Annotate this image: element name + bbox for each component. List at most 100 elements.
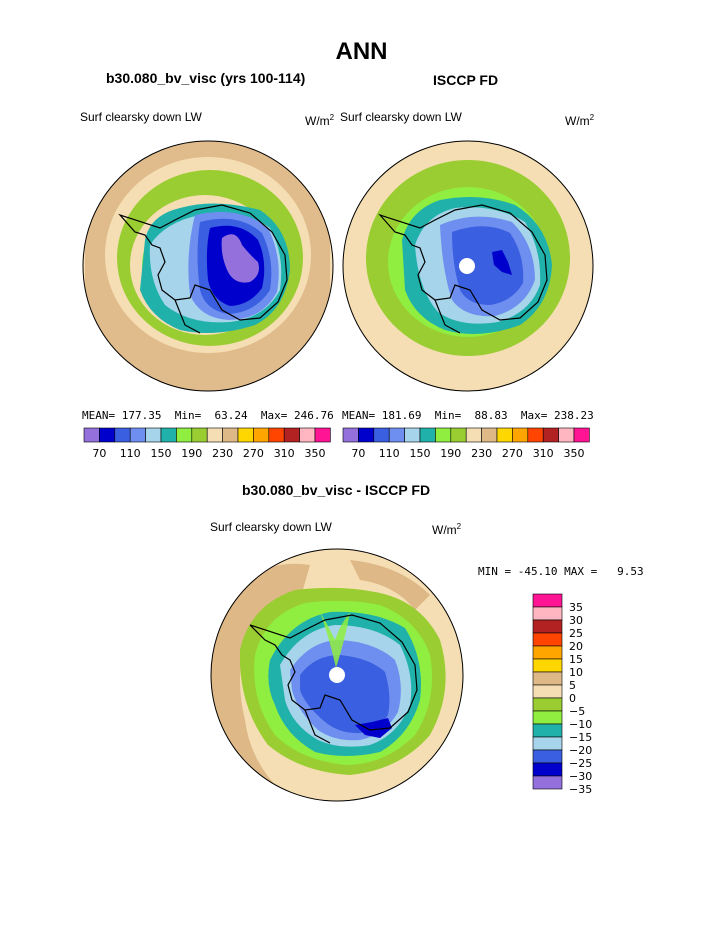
diff-panel-title: b30.080_bv_visc - ISCCP FD xyxy=(242,482,431,498)
left-colorbar-tick-label: 190 xyxy=(181,447,202,460)
diff-map-tan-west xyxy=(211,563,310,800)
right-colorbar-swatch xyxy=(435,427,452,443)
left-panel-title: b30.080_bv_visc (yrs 100-114) xyxy=(106,70,306,86)
diff-colorbar-tick-label: 5 xyxy=(569,679,576,692)
diff-colorbar-tick-label: −5 xyxy=(569,705,585,718)
right-colorbar-tick-label: 110 xyxy=(379,447,400,460)
right-colorbar-swatch xyxy=(358,427,375,443)
right-map-pole-hole xyxy=(459,258,475,274)
diff-colorbar-tick-label: 30 xyxy=(569,614,583,627)
left-colorbar-swatch xyxy=(253,427,270,443)
diff-colorbar-swatch xyxy=(532,710,563,725)
right-colorbar-swatch xyxy=(527,427,544,443)
diff-colorbar-tick-label: −10 xyxy=(569,718,592,731)
diff-colorbar-swatch xyxy=(532,658,563,673)
diff-colorbar-swatch xyxy=(532,749,563,764)
diff-colorbar-swatch xyxy=(532,736,563,751)
left-map-border xyxy=(82,140,334,392)
diff-colorbar-tick-label: 10 xyxy=(569,666,583,679)
diff-map-tan-north xyxy=(350,560,430,610)
right-colorbar-swatch xyxy=(404,427,421,443)
right-units-label: W/m2 xyxy=(565,113,595,128)
diff-polar-map xyxy=(211,549,463,801)
diff-colorbar-tick-label: −35 xyxy=(569,783,592,796)
diff-map-border xyxy=(210,548,464,802)
left-colorbar-swatch xyxy=(237,427,254,443)
diff-colorbar-swatch xyxy=(532,697,563,712)
diff-colorbar-tick-label: 0 xyxy=(569,692,576,705)
left-units-label: W/m2 xyxy=(305,113,335,128)
diff-colorbar-swatch xyxy=(532,606,563,621)
left-colorbar-tick-label: 150 xyxy=(151,447,172,460)
right-colorbar-tick-label: 230 xyxy=(471,447,492,460)
diff-map-pole-hole xyxy=(329,667,345,683)
diff-colorbar-swatch xyxy=(532,684,563,699)
left-colorbar-swatch xyxy=(222,427,239,443)
diff-colorbar-tick-label: 15 xyxy=(569,653,583,666)
left-colorbar-tick-label: 270 xyxy=(243,447,264,460)
right-colorbar-swatch xyxy=(388,427,405,443)
right-colorbar-swatch xyxy=(512,427,529,443)
right-map-band-royalblue xyxy=(452,226,524,305)
right-colorbar-tick-label: 70 xyxy=(351,447,365,460)
left-colorbar: 70 110 150 190 230 270 310 350 xyxy=(83,427,331,460)
diff-map-coastline xyxy=(249,614,418,744)
left-colorbar-tick-label: 230 xyxy=(212,447,233,460)
left-map-band-purple xyxy=(221,234,259,283)
left-map-coastline xyxy=(118,204,288,334)
right-colorbar-swatch xyxy=(342,427,359,443)
left-colorbar-tick-label: 110 xyxy=(120,447,141,460)
left-colorbar-tick-label: 310 xyxy=(274,447,295,460)
diff-units-label: W/m2 xyxy=(432,522,462,537)
page-title: ANN xyxy=(335,38,388,65)
right-panel-title: ISCCP FD xyxy=(433,72,499,88)
left-stats: MEAN= 177.35 Min= 63.24 Max= 246.76 xyxy=(82,409,334,422)
diff-colorbar-swatch xyxy=(532,723,563,738)
right-colorbar-swatch xyxy=(496,427,513,443)
left-polar-map xyxy=(83,141,333,391)
right-colorbar-tick-label: 150 xyxy=(410,447,431,460)
diff-colorbar-tick-label: 20 xyxy=(569,640,583,653)
right-colorbar-swatch xyxy=(558,427,575,443)
diff-colorbar-tick-label: −30 xyxy=(569,770,592,783)
left-colorbar-swatch xyxy=(191,427,208,443)
left-colorbar-swatch xyxy=(129,427,146,443)
left-colorbar-swatch xyxy=(160,427,177,443)
right-colorbar-swatch xyxy=(419,427,436,443)
left-colorbar-swatch xyxy=(314,427,331,443)
left-colorbar-swatch xyxy=(99,427,116,443)
diff-colorbar-swatch xyxy=(532,671,563,686)
left-colorbar-swatch xyxy=(145,427,162,443)
diff-colorbar-tick-label: 25 xyxy=(569,627,583,640)
right-colorbar: 70 110 150 190 230 270 310 350 xyxy=(342,427,590,460)
diff-stats: MIN = -45.10 MAX = 9.53 xyxy=(478,565,644,578)
diff-variable-label: Surf clearsky down LW xyxy=(210,520,332,534)
diff-colorbar-tick-label: −25 xyxy=(569,757,592,770)
left-colorbar-swatch xyxy=(268,427,285,443)
right-colorbar-tick-label: 310 xyxy=(533,447,554,460)
right-colorbar-swatch xyxy=(373,427,390,443)
right-colorbar-swatch xyxy=(481,427,498,443)
right-colorbar-swatch xyxy=(542,427,559,443)
diff-map-band-royalblue xyxy=(300,655,390,734)
diff-colorbar-tick-label: 35 xyxy=(569,601,583,614)
diff-colorbar-swatch xyxy=(532,775,563,790)
right-map-border xyxy=(342,140,594,392)
left-colorbar-swatch xyxy=(83,427,100,443)
right-map-coastline xyxy=(378,204,548,334)
diff-colorbar-swatch xyxy=(532,762,563,777)
left-colorbar-tick-label: 70 xyxy=(92,447,106,460)
diff-map-band-darkblue xyxy=(355,718,392,738)
right-colorbar-tick-label: 190 xyxy=(440,447,461,460)
left-colorbar-swatch xyxy=(206,427,223,443)
diff-colorbar-tick-label: −20 xyxy=(569,744,592,757)
right-variable-label: Surf clearsky down LW xyxy=(340,110,462,124)
left-colorbar-tick-label: 350 xyxy=(305,447,326,460)
left-colorbar-swatch xyxy=(299,427,316,443)
diff-colorbar-tick-label: −15 xyxy=(569,731,592,744)
left-colorbar-swatch xyxy=(114,427,131,443)
right-stats: MEAN= 181.69 Min= 88.83 Max= 238.23 xyxy=(342,409,594,422)
diff-colorbar-swatch xyxy=(532,632,563,647)
left-colorbar-swatch xyxy=(176,427,193,443)
